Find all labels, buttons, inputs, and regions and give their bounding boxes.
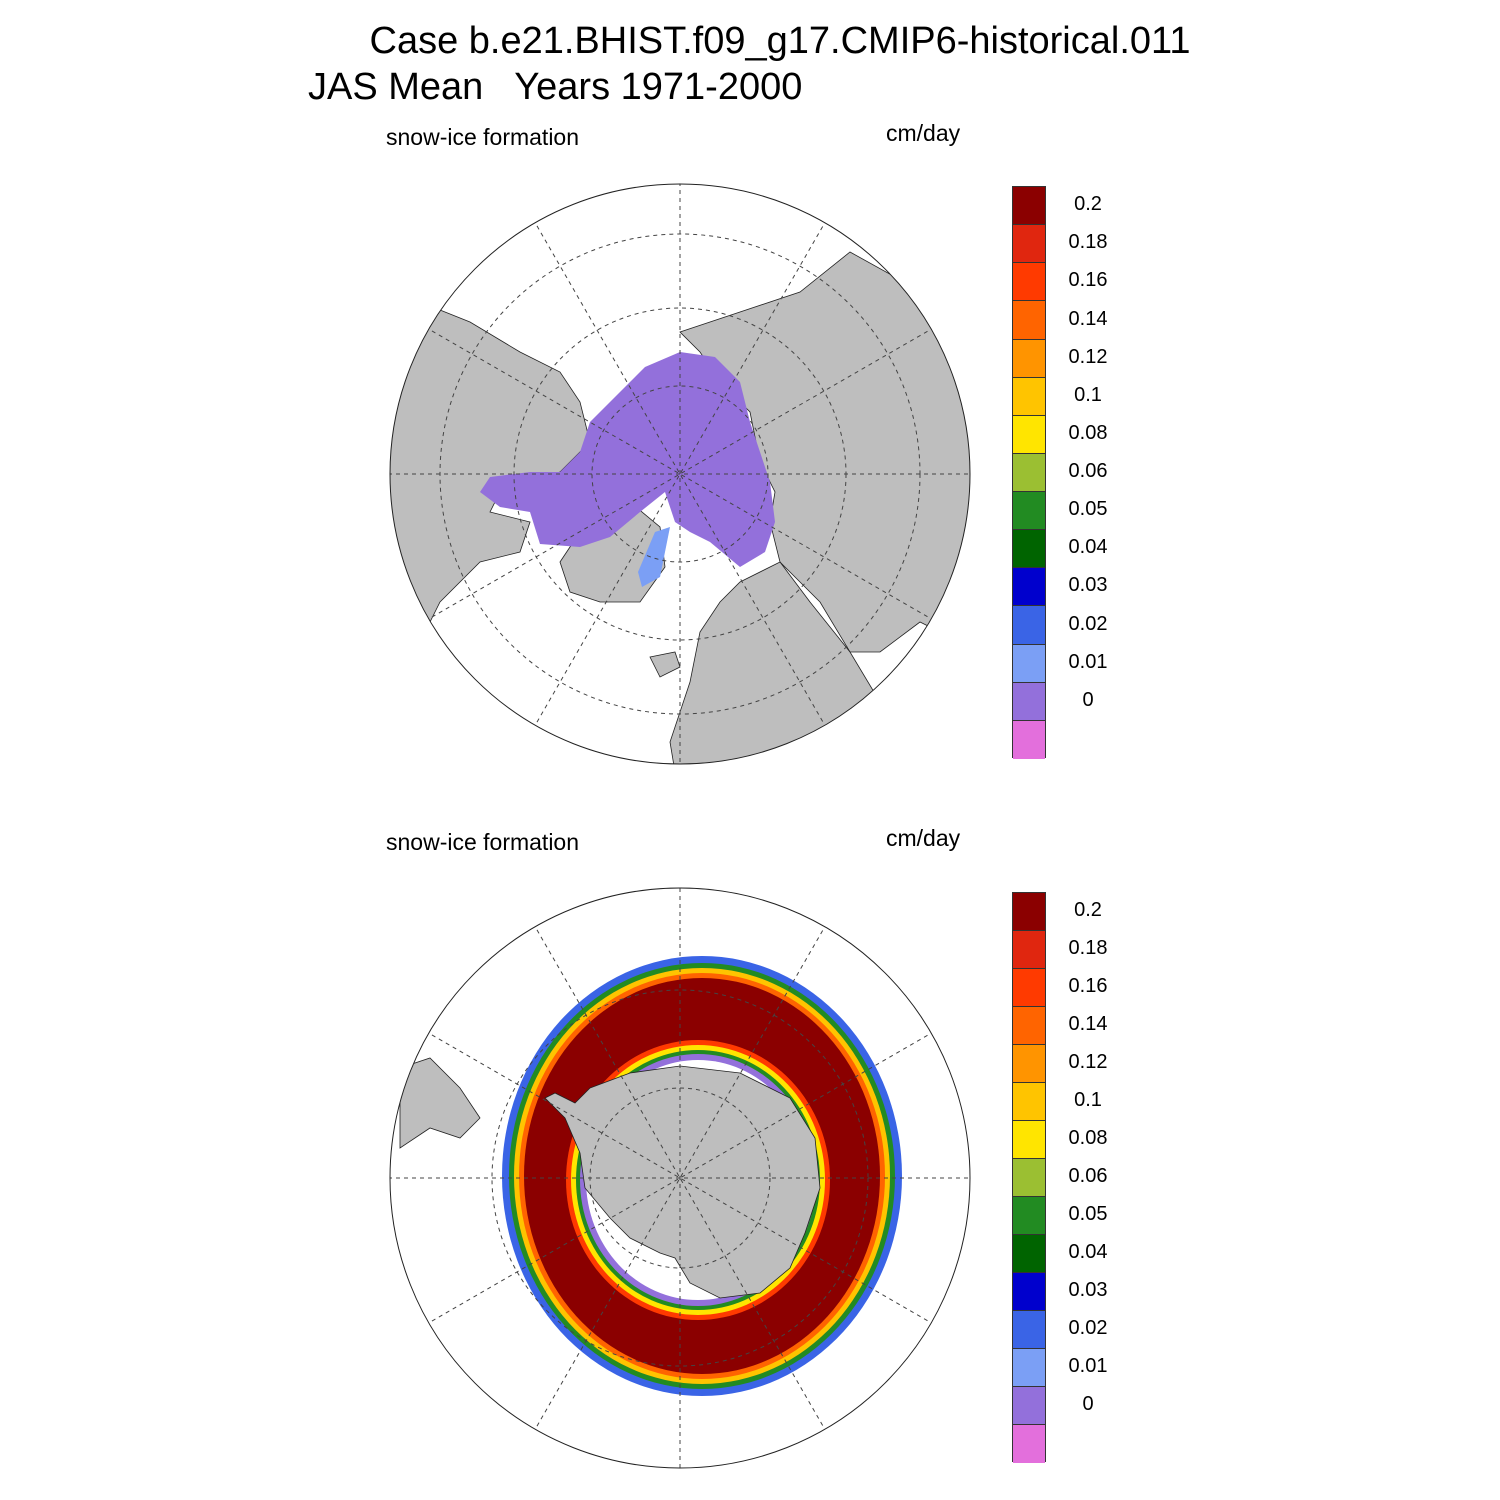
figure-title-line2: JAS Mean Years 1971-2000 — [308, 66, 803, 108]
south-colorbar-swatch — [1013, 893, 1045, 931]
north-colorbar-tick-label: 0.16 — [1068, 269, 1108, 292]
south-colorbar-swatch — [1013, 969, 1045, 1007]
arctic-sea-ice — [480, 352, 775, 567]
south-colorbar-tick-label: 0.02 — [1068, 1317, 1108, 1339]
north-colorbar-swatch — [1013, 530, 1045, 569]
land-iceland — [649, 651, 681, 678]
north-colorbar-swatch — [1013, 568, 1045, 607]
north-colorbar-tick-label: 0.12 — [1068, 345, 1108, 368]
land-south-america — [399, 1057, 481, 1149]
south-colorbar-swatch — [1013, 1083, 1045, 1121]
north-polar-map — [389, 183, 971, 765]
north-colorbar-swatch — [1013, 492, 1045, 531]
south-colorbar-tick-label: 0.1 — [1074, 1089, 1102, 1111]
south-colorbar-tick-label: 0.14 — [1068, 1013, 1108, 1035]
north-colorbar-tick-label: 0.04 — [1068, 536, 1108, 559]
north-colorbar-tick-label: 0.03 — [1068, 574, 1108, 597]
south-colorbar-swatch — [1013, 1235, 1045, 1273]
north-colorbar-swatch — [1013, 606, 1045, 645]
south-colorbar-tick-label: 0.03 — [1068, 1279, 1108, 1301]
north-colorbar-swatch — [1013, 377, 1045, 416]
north-colorbar-swatch — [1013, 453, 1045, 493]
south-colorbar-tick-label: 0.2 — [1074, 899, 1102, 921]
south-colorbar-swatch — [1013, 1045, 1045, 1083]
north-colorbar-swatch — [1013, 720, 1045, 759]
north-colorbar-swatch — [1013, 415, 1045, 454]
north-colorbar-tick-label: 0.2 — [1074, 193, 1102, 216]
panel-north-units: cm/day — [886, 120, 961, 146]
south-colorbar-swatch — [1013, 1197, 1045, 1235]
panel-south-label: snow-ice formation — [386, 829, 580, 855]
south-colorbar-tick-label: 0.08 — [1068, 1127, 1108, 1149]
south-colorbar-swatch — [1013, 1311, 1045, 1349]
north-colorbar-tick-label: 0.06 — [1068, 460, 1108, 483]
south-colorbar-swatch — [1013, 1121, 1045, 1159]
north-colorbar: 0.2 0.18 0.16 0.14 0.12 0.1 0.08 0.06 0.05 0.04 0.… — [1012, 186, 1162, 759]
south-colorbar-swatch — [1013, 1349, 1045, 1387]
south-colorbar-tick-label: 0 — [1082, 1393, 1094, 1415]
figure-title-line1: Case b.e21.BHIST.f09_g17.CMIP6-historica… — [369, 20, 1191, 62]
north-colorbar-tick-label: 0.1 — [1074, 383, 1102, 406]
south-colorbar: 0.2 0.18 0.16 0.14 0.12 0.1 0.08 0.06 0.05 0.04 0.… — [1012, 892, 1162, 1463]
north-colorbar-tick-label: 0.05 — [1068, 498, 1108, 521]
south-colorbar-tick-label: 0.01 — [1068, 1355, 1108, 1377]
south-colorbar-tick-label: 0.16 — [1068, 975, 1108, 997]
north-colorbar-swatch — [1013, 339, 1045, 378]
south-colorbar-swatch — [1013, 1273, 1045, 1311]
south-colorbar-tick-label: 0.06 — [1068, 1165, 1108, 1187]
greenland-strait-ice — [638, 527, 670, 587]
north-colorbar-swatch — [1013, 263, 1045, 302]
north-colorbar-swatch — [1013, 225, 1045, 264]
north-colorbar-tick-label: 0.18 — [1068, 231, 1108, 254]
south-polar-map — [389, 887, 971, 1469]
south-colorbar-swatch — [1013, 1007, 1045, 1045]
north-colorbar-tick-label: 0.01 — [1068, 650, 1108, 673]
north-colorbar-tick-label: 0.02 — [1068, 612, 1108, 635]
north-colorbar-tick-label: 0 — [1082, 688, 1094, 711]
north-colorbar-swatch — [1013, 682, 1045, 721]
south-colorbar-swatch — [1013, 1425, 1045, 1463]
south-colorbar-swatch — [1013, 1387, 1045, 1425]
north-colorbar-swatch — [1013, 644, 1045, 683]
south-colorbar-tick-label: 0.12 — [1068, 1051, 1108, 1073]
panel-south-units: cm/day — [886, 825, 961, 851]
north-colorbar-swatch — [1013, 187, 1045, 226]
north-colorbar-tick-label: 0.14 — [1068, 307, 1108, 330]
south-colorbar-tick-label: 0.04 — [1068, 1241, 1108, 1263]
north-colorbar-tick-label: 0.08 — [1068, 421, 1108, 444]
south-colorbar-tick-label: 0.18 — [1068, 937, 1108, 959]
south-colorbar-tick-label: 0.05 — [1068, 1203, 1108, 1225]
south-colorbar-swatch — [1013, 1159, 1045, 1197]
north-colorbar-swatch — [1013, 301, 1045, 340]
panel-north-label: snow-ice formation — [386, 124, 580, 150]
south-colorbar-swatch — [1013, 931, 1045, 969]
